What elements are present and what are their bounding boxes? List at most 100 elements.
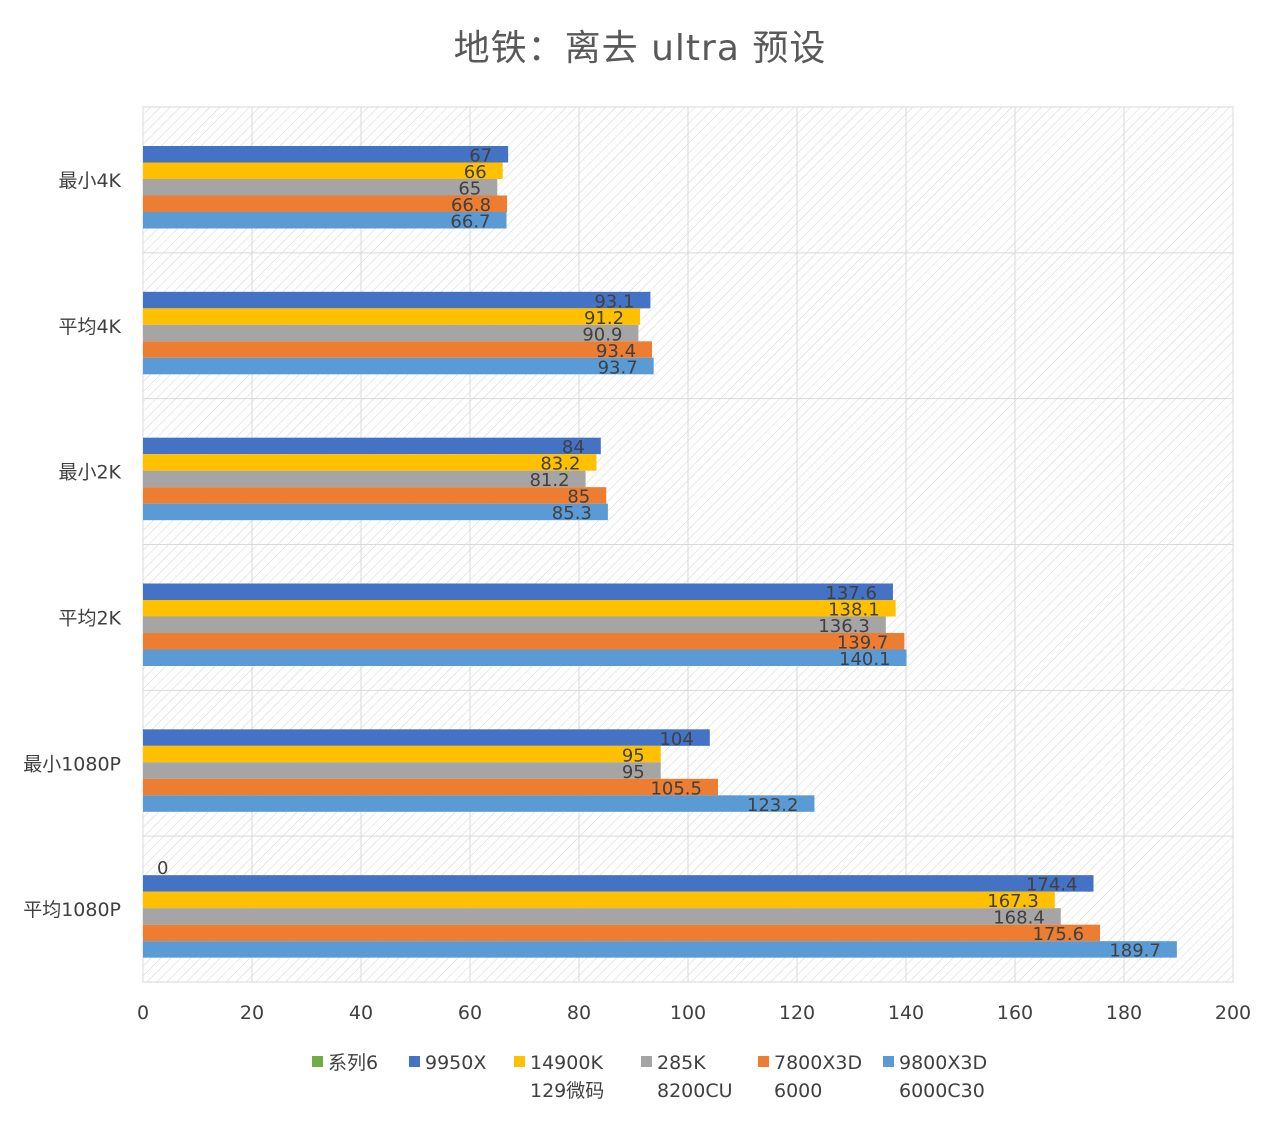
gridlines [142,106,1234,983]
data-label: 104 [659,729,693,750]
legend-label: 6000C30 [899,1080,985,1102]
data-label: 85 [567,487,590,508]
bar [143,357,654,375]
legend-label: 8200CU [657,1080,733,1102]
bar [143,195,508,212]
legend-swatch [883,1056,894,1067]
bar [143,795,815,812]
legend: 系列6 9950X 14900K 129微码 285K 8200CU 7800X3D 6000… [312,1052,987,1102]
bar [143,487,607,504]
category-label: 最小2K [58,462,121,484]
data-label: 93.4 [596,341,636,362]
data-label: 66 [464,162,487,183]
x-tick-label: 140 [888,1002,924,1024]
data-label: 93.7 [598,357,638,378]
category-label: 平均1080P [23,899,121,921]
data-label: 93.1 [594,291,634,312]
legend-swatch [641,1056,652,1067]
legend-label: 9800X3D [899,1052,987,1074]
data-label: 168.4 [993,908,1045,929]
category-label: 平均4K [58,316,121,338]
bar [143,778,718,796]
x-tick-label: 120 [779,1002,815,1024]
x-tick-label: 20 [240,1002,264,1024]
legend-label: 129微码 [530,1080,604,1102]
x-axis-ticks: 0 20 40 60 80 100 120 140 160 180 200 [137,1002,1251,1024]
watermark: 小黑盒 [1090,1054,1224,1098]
data-label: 189.7 [1109,941,1161,962]
data-label: 67 [469,146,492,167]
bar [143,908,1061,925]
legend-label: 9950X [425,1052,486,1074]
legend-label: 6000 [774,1080,822,1102]
legend-label: 系列6 [328,1052,378,1074]
category-labels: 最小4K 平均4K 最小2K 平均2K 最小1080P 平均1080P [23,170,121,921]
data-label: 85.3 [552,503,592,524]
category-label: 最小4K [58,170,121,192]
watermark-logo-icon [1090,1054,1126,1098]
bar [143,762,661,779]
bar [143,924,1101,942]
data-label: 105.5 [650,778,702,799]
bar [143,291,651,309]
bar [143,649,907,666]
legend-swatch [409,1056,420,1067]
data-label: 84 [562,437,585,458]
bar [143,324,639,342]
data-label: 0 [157,858,168,879]
bar [143,745,661,763]
bar [143,891,1055,909]
chart-title: 地铁：离去 ultra 预设 [454,28,827,69]
data-label: 95 [622,745,645,766]
category-label: 最小1080P [23,753,121,775]
data-label: 90.9 [582,324,622,345]
x-tick-label: 200 [1215,1002,1251,1024]
legend-swatch [312,1056,323,1067]
legend-label: 14900K [530,1052,603,1074]
legend-label: 285K [657,1052,706,1074]
data-label: 138.1 [828,600,880,621]
bars [143,146,1177,958]
data-label: 167.3 [987,891,1039,912]
bar [143,503,608,521]
data-label: 140.1 [839,649,891,670]
bar [143,583,893,600]
data-label: 81.2 [529,470,569,491]
legend-swatch [758,1056,769,1067]
legend-label: 7800X3D [774,1052,862,1074]
bar [143,941,1177,958]
x-tick-label: 180 [1106,1002,1142,1024]
bar [143,633,905,650]
bar [143,600,896,617]
bar [143,308,641,325]
data-label: 66.7 [450,212,490,233]
data-label: 83.2 [540,454,580,475]
bar [143,454,597,471]
category-label: 平均2K [58,607,121,629]
bar [143,146,509,163]
data-label: 91.2 [584,308,624,329]
bar [143,179,498,196]
bar [143,729,710,746]
x-tick-label: 100 [670,1002,706,1024]
data-label: 95 [622,762,645,783]
bar [143,875,1094,892]
data-label: 123.2 [747,795,799,816]
x-tick-label: 160 [997,1002,1033,1024]
bar [143,470,586,488]
data-label: 137.6 [825,583,877,604]
watermark-text: 小黑盒 [1134,1061,1224,1096]
bar [143,437,601,455]
data-label: 136.3 [818,616,870,637]
data-label: 174.4 [1026,875,1078,896]
bar [143,341,653,358]
data-label: 66.8 [451,195,491,216]
x-tick-label: 60 [458,1002,482,1024]
data-label: 65 [458,179,481,200]
x-tick-label: 80 [567,1002,591,1024]
data-label: 139.7 [837,633,889,654]
bar [143,212,507,229]
